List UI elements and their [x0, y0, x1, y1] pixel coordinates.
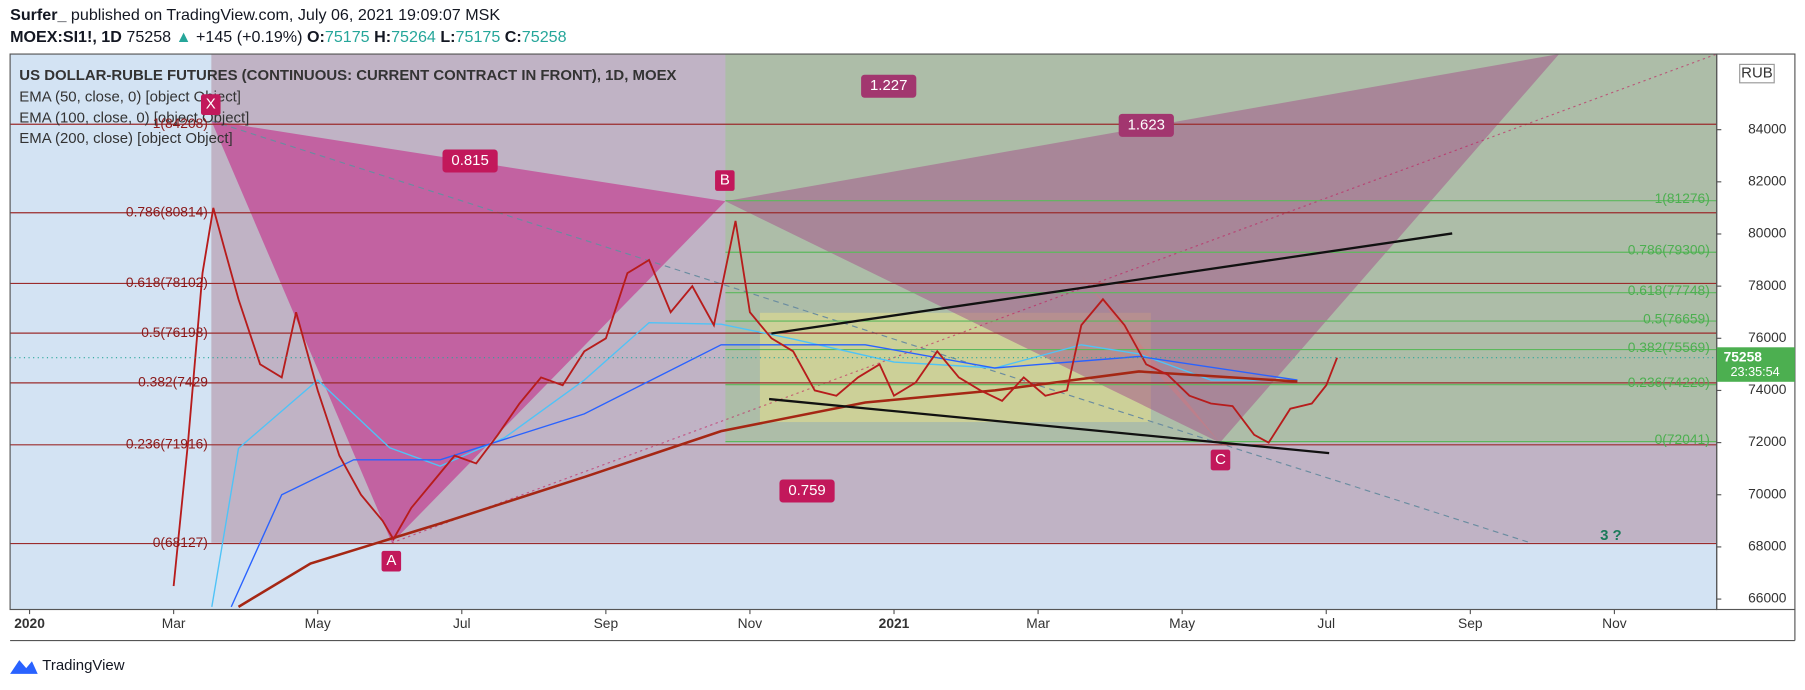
y-tick-label: 84000 — [1748, 121, 1787, 136]
fib-label: 0.786(80814) — [126, 204, 208, 219]
ohlc-value: 75264 — [391, 28, 436, 46]
y-tick-label: 80000 — [1748, 226, 1787, 241]
fib-label: 0.5(76659) — [1643, 312, 1710, 327]
legend-entry: EMA (50, close, 0) [object Object] — [19, 89, 241, 106]
pattern-point: B — [720, 172, 730, 189]
ema-line — [211, 321, 1298, 607]
fib-label: 0.382(7429 — [138, 375, 208, 390]
fib-label: 0(68127) — [153, 535, 208, 550]
fib-label: 0.5(76198) — [141, 325, 208, 340]
y-tick-label: 68000 — [1748, 539, 1787, 554]
price-axis-labels: 66000 68000 70000 72000 74000 76000 78000 80000… — [14, 121, 1787, 631]
dashed-line — [211, 120, 1531, 544]
fib-label: 0.236(74220) — [1628, 375, 1710, 390]
last-price: 75258 — [1724, 349, 1763, 364]
x-tick-label: Mar — [1026, 616, 1050, 631]
price: 75258 — [126, 28, 171, 46]
annotation: 3 ? — [1600, 527, 1622, 544]
x-tick-label: May — [305, 616, 331, 631]
currency-box — [1739, 63, 1775, 84]
x-tick-label: Jul — [1317, 616, 1335, 631]
x-tick-label: Sep — [1458, 616, 1483, 631]
fib-label: 0.786(79300) — [1628, 243, 1710, 258]
published: published on TradingView.com, July 06, 2… — [71, 6, 500, 24]
x-tick-label: Mar — [162, 616, 186, 631]
ohlc-value: 75175 — [456, 28, 501, 46]
label-box — [1118, 113, 1174, 137]
countdown: 23:35:54 — [1731, 365, 1780, 379]
brand: TradingView — [42, 657, 124, 674]
bcd-triangle — [725, 54, 1560, 443]
change: +145 (+0.19%) — [196, 28, 302, 46]
header-line: Surfer_ published on TradingView.com, Ju… — [10, 6, 500, 24]
x-tick-label: Nov — [1602, 616, 1627, 631]
label-box — [779, 479, 835, 503]
fib-label: 1(84208) — [153, 116, 208, 131]
y-tick-label: 78000 — [1748, 278, 1787, 293]
y-tick-label: 74000 — [1748, 382, 1787, 397]
x-tick-label: 2021 — [879, 616, 910, 631]
price-line — [172, 207, 1338, 587]
fib-label: 0.236(71916) — [126, 436, 208, 451]
trend-line — [768, 397, 1330, 455]
ohlc-value: 75175 — [325, 28, 370, 46]
ohlc-key: H: — [374, 28, 391, 46]
symbol-line: MOEX:SI1!, 1D 75258 ▲ +145 (+0.19%) O:75… — [10, 28, 567, 46]
x-tick-label: Sep — [594, 616, 619, 631]
pattern-labels: X A B C 0.815 1.227 1.623 0.759 3 ? — [201, 74, 1622, 572]
symbol: MOEX:SI1!, 1D — [10, 28, 122, 46]
author: Surfer_ — [10, 6, 67, 24]
ohlc-key: C: — [505, 28, 522, 46]
ohlc-key: O: — [307, 28, 325, 46]
y-tick-label: 76000 — [1748, 330, 1787, 345]
pattern-point: C — [1215, 451, 1226, 468]
chart-title: US DOLLAR-RUBLE FUTURES (CONTINUOUS: CUR… — [19, 67, 676, 84]
label-box — [381, 550, 402, 572]
x-tick-label: May — [1169, 616, 1195, 631]
ratio: 1.623 — [1128, 116, 1165, 133]
ratio: 1.227 — [870, 77, 907, 94]
legend-entry: EMA (200, close) [object Object] — [19, 130, 232, 147]
price-axis — [1716, 53, 1796, 611]
legend-entry: EMA (100, close, 0) [object Object] — [19, 109, 249, 126]
label-box — [442, 149, 498, 173]
x-tick-label: Nov — [738, 616, 763, 631]
x-tick-label: 2020 — [14, 616, 45, 631]
plot-area — [10, 54, 1717, 610]
xab-triangle — [211, 120, 726, 543]
ema-line — [230, 344, 1298, 608]
fib-label: 0.618(77748) — [1628, 283, 1710, 298]
ratio: 0.759 — [788, 482, 825, 499]
logo: TradingView — [10, 657, 125, 674]
currency: RUB — [1741, 65, 1773, 82]
ratio: 0.815 — [451, 152, 488, 169]
pattern-point: X — [206, 96, 216, 113]
y-tick-label: 70000 — [1748, 486, 1787, 501]
fib-label: 0.382(75569) — [1628, 340, 1710, 355]
label-box — [861, 74, 917, 98]
ema-line — [237, 370, 1298, 608]
fib-label: 0.618(78102) — [126, 275, 208, 290]
y-tick-label: 82000 — [1748, 173, 1787, 188]
fib-label: 0(72041) — [1655, 432, 1710, 447]
label-box — [715, 170, 735, 191]
label-box — [201, 94, 221, 115]
wedge — [1081, 276, 1220, 443]
ohlc-value: 75258 — [522, 28, 567, 46]
y-tick-label: 66000 — [1748, 591, 1787, 606]
trend-line — [771, 232, 1453, 335]
x-tick-label: Jul — [453, 616, 471, 631]
label-box — [1210, 449, 1231, 471]
fib-label: 1(81276) — [1655, 191, 1710, 206]
up-arrow: ▲ — [171, 28, 196, 46]
logo-icon — [10, 660, 38, 674]
last-price-box — [1716, 347, 1795, 382]
ohlc-key: L: — [440, 28, 455, 46]
y-tick-label: 72000 — [1748, 434, 1787, 449]
pattern-point: A — [386, 552, 396, 569]
